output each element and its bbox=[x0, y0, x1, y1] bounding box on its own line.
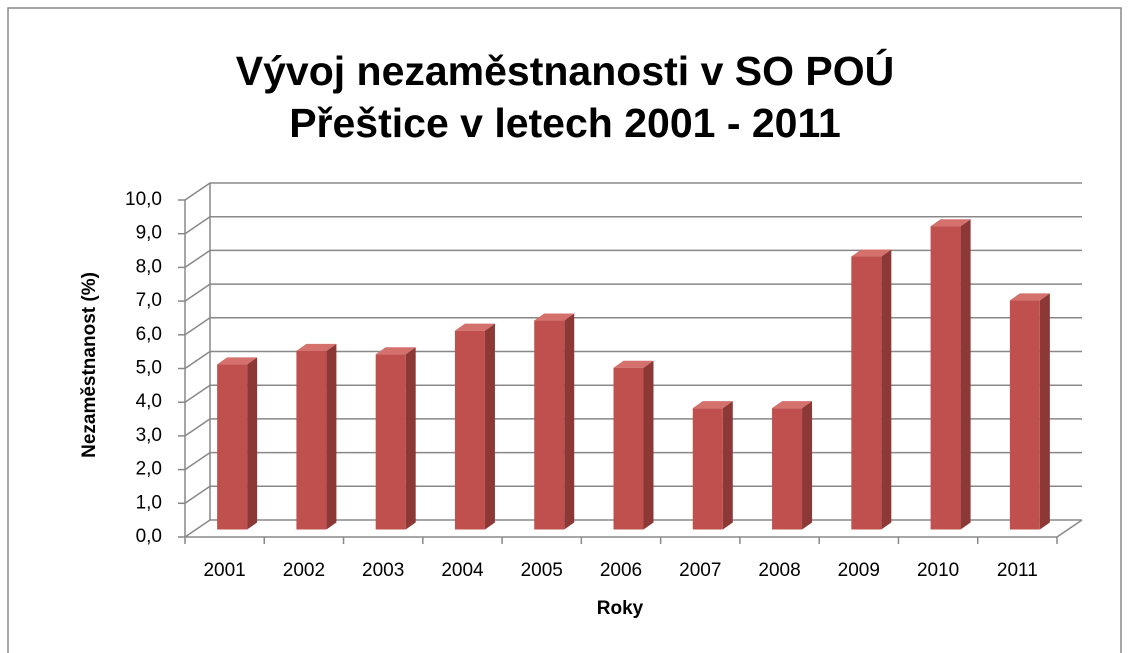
chart-frame bbox=[7, 7, 1122, 653]
bar-side bbox=[326, 343, 337, 530]
y-tick-label: 4,0 bbox=[136, 391, 162, 412]
bar bbox=[613, 367, 644, 530]
x-tick-label: 2007 bbox=[679, 560, 721, 581]
y-tick-label: 5,0 bbox=[136, 358, 162, 379]
bar-side bbox=[405, 347, 416, 530]
bar bbox=[1009, 300, 1040, 530]
bar-top bbox=[851, 249, 892, 257]
bar-side bbox=[802, 401, 813, 530]
x-tick-label: 2008 bbox=[758, 560, 800, 581]
bar bbox=[851, 256, 882, 530]
bar-top bbox=[692, 401, 733, 409]
grid-line bbox=[184, 249, 1082, 269]
bar-side bbox=[247, 357, 258, 530]
x-tick-label: 2004 bbox=[441, 560, 484, 581]
y-tick-label: 8,0 bbox=[136, 256, 162, 277]
chart-title: Vývoj nezaměstnanosti v SO POÚ bbox=[236, 48, 894, 94]
bar-top bbox=[296, 343, 337, 351]
y-tick-label: 3,0 bbox=[136, 425, 162, 446]
bar bbox=[217, 364, 248, 530]
x-tick-label: 2011 bbox=[997, 560, 1038, 581]
grid-line bbox=[184, 317, 1082, 336]
x-tick-label: 2001 bbox=[203, 560, 245, 581]
x-tick-label: 2009 bbox=[838, 560, 880, 581]
x-tick-label: 2010 bbox=[917, 560, 959, 581]
bar-top bbox=[375, 347, 416, 355]
x-tick-label: 2002 bbox=[283, 560, 325, 581]
grid-line bbox=[184, 350, 1082, 370]
x-axis-title: Roky bbox=[597, 598, 644, 619]
bar-top bbox=[930, 219, 971, 227]
x-tick-label: 2003 bbox=[362, 560, 404, 581]
bar-side bbox=[722, 401, 733, 530]
bar bbox=[930, 226, 961, 530]
y-tick-label: 1,0 bbox=[136, 492, 162, 513]
bar-top bbox=[772, 401, 813, 409]
bar bbox=[692, 408, 723, 530]
bar-top bbox=[217, 357, 258, 365]
bar-top bbox=[1009, 293, 1050, 301]
grid-line bbox=[184, 283, 1082, 302]
bar-top bbox=[534, 313, 575, 321]
y-tick-label: 0,0 bbox=[136, 526, 162, 547]
y-tick-label: 10,0 bbox=[125, 189, 162, 210]
y-tick-label: 9,0 bbox=[136, 223, 162, 244]
floor-edge bbox=[1056, 519, 1083, 538]
chart-title: Přeštice v letech 2001 - 2011 bbox=[289, 100, 841, 146]
bar bbox=[296, 350, 327, 530]
bar-top bbox=[613, 360, 654, 368]
y-tick-label: 7,0 bbox=[136, 290, 162, 311]
y-axis-title: Nezaměstnanost (%) bbox=[79, 272, 100, 458]
bar bbox=[772, 408, 803, 530]
bar bbox=[375, 354, 406, 530]
grid-line bbox=[184, 182, 1082, 201]
bar-top bbox=[454, 323, 495, 331]
bar-side bbox=[564, 313, 575, 530]
y-tick-label: 2,0 bbox=[136, 459, 162, 480]
y-tick-label: 6,0 bbox=[136, 324, 162, 345]
bar-side bbox=[881, 249, 892, 530]
x-tick-label: 2006 bbox=[600, 560, 642, 581]
x-tick-label: 2005 bbox=[521, 560, 563, 581]
bar-side bbox=[1039, 293, 1050, 530]
grid-line bbox=[184, 215, 1082, 235]
bar bbox=[454, 330, 485, 530]
bar-side bbox=[960, 219, 971, 530]
bar-side bbox=[484, 323, 495, 530]
bar-side bbox=[643, 360, 654, 530]
bar bbox=[534, 320, 565, 530]
grid-line bbox=[184, 384, 1082, 403]
